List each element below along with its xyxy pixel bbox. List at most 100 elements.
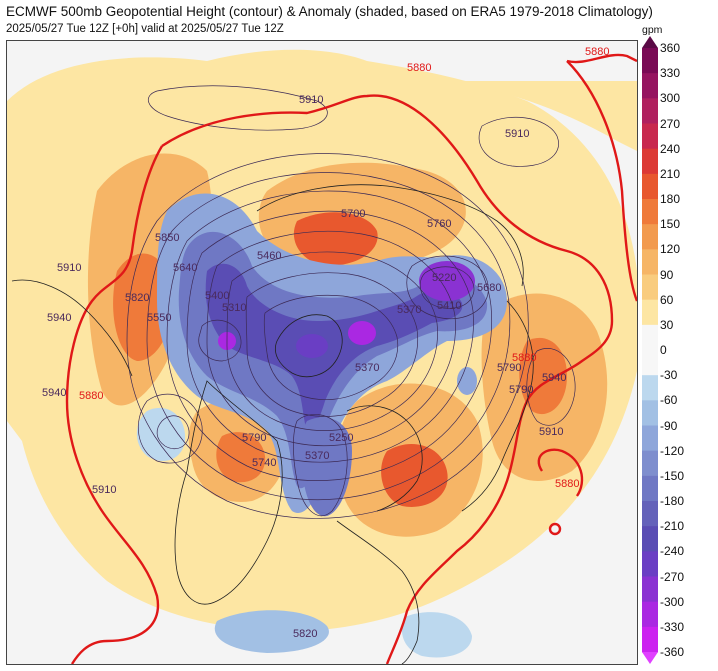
contour-label-12: 5370 (397, 304, 421, 316)
colorbar-cell (642, 199, 658, 225)
colorbar (642, 36, 658, 664)
coastline-africa (336, 520, 420, 664)
colorbar-labels: 360 330 300 270 240 210 180 150 120 90 60 30 0 -30 -60… (660, 36, 716, 664)
contour-label-23: 5370 (355, 362, 379, 374)
colorbar-cell (642, 224, 658, 250)
anomaly-purple-core-a (419, 261, 475, 301)
contour-label-29: 5370 (305, 450, 329, 462)
contour-label-7: 5850 (155, 232, 179, 244)
contour-label-18: 5910 (57, 262, 81, 274)
contour-label-6: 5760 (427, 218, 451, 230)
anomaly-purple-core-b (348, 321, 376, 345)
anomaly-blue-bottom-right (402, 612, 472, 658)
coastline-asia-east (461, 300, 534, 512)
contour-5880-right (566, 60, 637, 302)
contour-label-24: 5940 (542, 372, 566, 384)
colorbar-unit: gpm (642, 24, 663, 36)
colorbar-tick-label: -330 (660, 619, 685, 634)
contour-label-17: 5550 (147, 312, 171, 324)
contour-5880-west (65, 145, 164, 664)
colorbar-cell (642, 48, 658, 74)
contour-low-east-inner (419, 266, 475, 309)
coastline-europe (346, 405, 423, 512)
colorbar-cell (642, 148, 658, 175)
colorbar-tick-label: 120 (660, 242, 681, 257)
colorbar-tick-label: -180 (660, 494, 685, 508)
colorbar-tick-label: 240 (660, 141, 681, 156)
colorbar-cell (642, 425, 658, 452)
contour-low-east (406, 255, 489, 320)
coastline-eurasia-north (256, 184, 524, 287)
colorbar-tick-label: 330 (660, 66, 681, 81)
coastline-asia-nw (11, 279, 133, 377)
contour-sw-cyclone-1 (156, 415, 190, 450)
anomaly-red-sw (216, 432, 266, 483)
contour-label-34: 5880 (512, 352, 536, 364)
colorbar-tick-label: 150 (660, 217, 681, 232)
anomaly-blue-bottom (214, 610, 329, 653)
contour-label-21: 5880 (79, 390, 103, 402)
coastline-north-america (174, 380, 283, 605)
map-svg: 5880 5880 5910 5910 5700 5760 5850 5460 … (7, 41, 637, 664)
contour-label-9: 5220 (432, 272, 456, 284)
contour-label-11: 5310 (222, 302, 246, 314)
colorbar-tick-label: 300 (660, 91, 681, 106)
contour-label-4: 5910 (505, 128, 529, 140)
anomaly-blue-deep (205, 263, 463, 432)
colorbar-cell (642, 626, 658, 653)
contour-label-31: 5910 (92, 484, 116, 496)
contour-label-30: 5250 (329, 432, 353, 444)
colorbar-tick-label: -360 (660, 645, 685, 659)
colorbar-tick-label: 360 (660, 41, 681, 55)
contour-ring-5 (206, 230, 456, 447)
colorbar-cell (642, 400, 658, 426)
anomaly-purple-core-d (296, 334, 328, 358)
contour-label-19: 5940 (47, 312, 71, 324)
anomaly-positive-belt-ne (417, 81, 637, 151)
colorbar-cell (642, 551, 658, 577)
colorbar-cell (642, 450, 658, 477)
colorbar-top-arrow (642, 36, 658, 48)
contour-south-trough (293, 414, 348, 517)
colorbar-tick-label: -150 (660, 468, 685, 483)
contour-label-28: 5740 (252, 457, 276, 469)
contour-label-15: 5680 (477, 282, 501, 294)
contour-5880-e-circle (548, 522, 562, 536)
contour-label-8: 5460 (257, 250, 281, 262)
colorbar-tick-label: 270 (660, 116, 681, 131)
anomaly-blue-sw-small (136, 407, 186, 461)
colorbar-tick-label: -120 (660, 443, 685, 458)
colorbar-tick-label: 180 (660, 192, 681, 206)
contour-label-3: 5910 (299, 94, 323, 106)
contour-sw-cyclone-2 (138, 393, 203, 464)
contour-label-14: 5640 (173, 262, 197, 274)
contour-label-layer: 5880 5880 5910 5910 5700 5760 5850 5460 … (42, 46, 609, 640)
anomaly-blue-east-small (457, 367, 477, 395)
contour-ring-8 (263, 294, 399, 400)
contour-label-27: 5790 (497, 362, 521, 374)
contour-ring-2 (146, 172, 511, 501)
colorbar-cell (642, 501, 658, 527)
colorbar-cell (642, 123, 658, 150)
contour-label-5: 5700 (341, 208, 365, 220)
contour-label-20: 5940 (42, 387, 66, 399)
anomaly-red-se (381, 443, 448, 507)
colorbar-cell (642, 475, 658, 502)
contour-label-1: 5880 (407, 62, 431, 74)
contour-ring-4 (186, 210, 474, 463)
coastline-greenland (275, 314, 343, 377)
contour-label-26: 5880 (555, 478, 579, 490)
colorbar-cell (642, 324, 658, 351)
colorbar-cell (642, 601, 658, 628)
colorbar-tick-label: 60 (660, 292, 674, 307)
colorbar-tick-label: -210 (660, 519, 685, 534)
colorbar-tick-label: 0 (660, 343, 667, 357)
contour-label-13: 5410 (437, 300, 461, 312)
contour-label-10: 5400 (205, 290, 229, 302)
contour-low-west (198, 319, 242, 362)
map-panel: 5880 5880 5910 5910 5700 5760 5850 5460 … (6, 40, 638, 665)
colorbar-cell (642, 98, 658, 124)
contour-5880-main (161, 94, 614, 664)
colorbar-cell (642, 299, 658, 326)
chart-title: ECMWF 500mb Geopotential Height (contour… (6, 4, 653, 19)
